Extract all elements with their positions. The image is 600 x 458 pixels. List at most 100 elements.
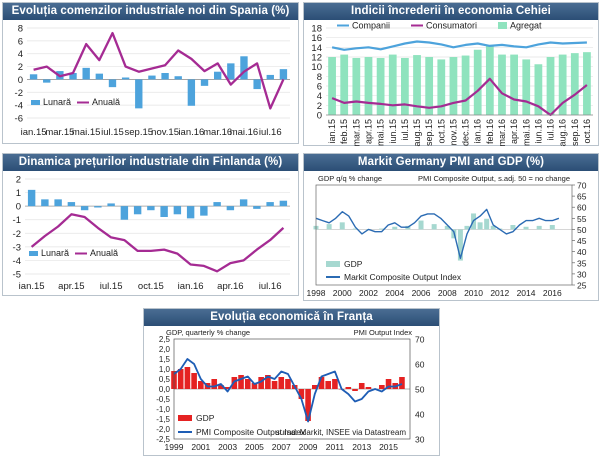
bar-lunara xyxy=(147,206,155,211)
x-tick-label: 2009 xyxy=(299,442,318,452)
bar-agregat xyxy=(437,59,446,115)
legend-swatch-gdp xyxy=(178,415,192,421)
x-tick-label: mai.15 xyxy=(72,127,101,138)
bar-agregat xyxy=(522,59,531,115)
y-tick-label-right: 65 xyxy=(577,192,587,202)
legend-label-pmi: PMI Composite Output Index xyxy=(196,427,306,437)
bar-lunara xyxy=(135,79,143,109)
y-tick-label-left: -2,0 xyxy=(156,425,170,434)
left-axis-label: GDP, quarterly % change xyxy=(166,328,250,337)
bar-lunara xyxy=(107,203,115,207)
chart-title-germany: Markit Germany PMI and GDP (%) xyxy=(304,154,598,171)
bar-gdp xyxy=(184,367,191,389)
bar-lunara xyxy=(94,206,102,208)
bar-gdp xyxy=(399,377,405,389)
line-pmi-composite xyxy=(173,358,403,423)
x-tick-label: ian.15 xyxy=(327,119,337,144)
y-tick-label-left: 2,5 xyxy=(159,335,171,344)
bar-gdp xyxy=(365,387,372,389)
bar-lunara xyxy=(200,79,209,86)
legend-swatch-lunara xyxy=(29,251,38,256)
bar-gdp xyxy=(444,225,450,230)
bar-lunara xyxy=(160,206,168,217)
y-tick-label: 8 xyxy=(18,24,23,35)
bar-gdp xyxy=(477,222,483,230)
bar-gdp xyxy=(510,225,516,230)
panel-france-economy: Evoluția economică în Franța 2,5 2,0 1,5 1,… xyxy=(143,308,440,456)
y-tick-label: -1 xyxy=(13,215,21,226)
bar-gdp xyxy=(265,375,271,389)
y-tick-label-right: 40 xyxy=(577,247,587,257)
right-axis-label: PMI Composite Output, s.adj. 50 = no cha… xyxy=(418,174,570,183)
x-tick-label: 2001 xyxy=(191,442,210,452)
y-tick-label: -2 xyxy=(13,229,21,240)
x-tick-label: 1999 xyxy=(165,442,184,452)
bar-agregat xyxy=(510,54,518,115)
bar-gdp xyxy=(305,389,311,421)
bar-gdp xyxy=(251,383,258,389)
bar-agregat xyxy=(388,54,397,115)
bar-gdp xyxy=(332,379,338,389)
bar-lunara xyxy=(67,202,76,207)
legend-label-anuala: Anuală xyxy=(92,97,120,107)
bar-gdp xyxy=(218,385,224,389)
x-tick-label: 2007 xyxy=(272,442,291,452)
x-tick-label: ian.16 xyxy=(178,281,204,292)
bar-agregat xyxy=(401,57,409,115)
bar-gdp xyxy=(549,225,555,230)
x-tick-label: 2005 xyxy=(245,442,264,452)
y-tick-label: 1 xyxy=(16,188,21,199)
bar-gdp xyxy=(311,385,318,389)
bar-lunara xyxy=(240,56,248,80)
x-tick-label: ian.16 xyxy=(178,127,204,138)
y-tick-label: 6 xyxy=(18,36,23,47)
panel-finland-prices: Dinamica prețurilor industriale din Finl… xyxy=(2,153,299,296)
panel-germany-pmi: Markit Germany PMI and GDP (%) 70 65 60 55 5… xyxy=(303,153,599,301)
y-tick-label-right: 35 xyxy=(577,258,587,268)
bar-lunara xyxy=(200,206,208,216)
bar-lunara xyxy=(266,74,274,80)
bar-gdp xyxy=(352,228,358,230)
bar-agregat xyxy=(498,54,506,115)
x-tick-label: aug.15 xyxy=(412,119,422,147)
x-tick-label: iun.15 xyxy=(388,119,398,144)
legend-label-companii: Companii xyxy=(352,21,390,31)
bar-gdp xyxy=(379,228,385,230)
y-tick-label: 18 xyxy=(311,24,322,35)
bar-gdp xyxy=(224,387,231,389)
y-tick-label-right: 45 xyxy=(577,236,587,246)
x-tick-label: nov.15 xyxy=(151,127,179,138)
bar-agregat xyxy=(425,57,434,115)
panel-czech-confidence: Indicii încrederii în economia Cehiei 18… xyxy=(303,2,599,147)
x-tick-label: sep.16 xyxy=(570,119,580,146)
right-axis-label: PMI Output Index xyxy=(354,328,413,337)
bar-lunara xyxy=(227,63,235,80)
bar-lunara xyxy=(108,79,117,88)
bar-lunara xyxy=(213,71,222,80)
y-tick-label-left: 2,0 xyxy=(159,345,171,354)
bar-agregat xyxy=(413,55,421,115)
x-tick-label: 2011 xyxy=(326,442,345,452)
bar-gdp xyxy=(457,229,463,261)
bar-lunara xyxy=(186,206,195,219)
bar-gdp xyxy=(244,379,251,389)
y-tick-label-right: 70 xyxy=(577,181,587,191)
bar-gdp xyxy=(392,226,398,230)
y-tick-label: 2 xyxy=(317,101,322,112)
line-markit-composite xyxy=(315,208,560,260)
bar-gdp xyxy=(191,373,197,389)
bar-gdp xyxy=(325,381,332,389)
left-axis-label: GDP q/q % change xyxy=(318,174,382,183)
y-tick-label: 10 xyxy=(311,62,322,73)
chart-title-finland: Dinamica prețurilor industriale din Finl… xyxy=(3,154,298,171)
y-tick-label-left: -0,5 xyxy=(156,395,170,404)
y-tick-label: 0 xyxy=(16,202,21,213)
x-tick-label: mar.16 xyxy=(497,119,507,147)
x-tick-label: nov.15 xyxy=(448,119,458,145)
y-tick-label: 2 xyxy=(16,175,21,186)
x-tick-label: iul.15 xyxy=(101,127,124,138)
bar-gdp xyxy=(339,222,345,230)
x-tick-label: iul.16 xyxy=(259,281,282,292)
